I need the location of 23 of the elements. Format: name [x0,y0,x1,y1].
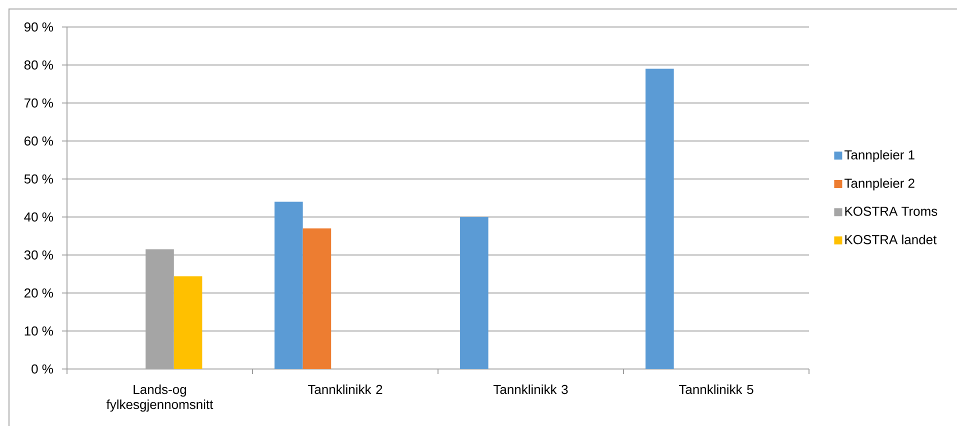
legend-label: KOSTRA Troms [845,206,938,216]
y-tick-label: 30 % [24,250,53,260]
bar [646,68,674,369]
y-tick-label: 60 % [24,136,53,146]
y-tick-label: 80 % [24,60,53,70]
bar [274,202,303,369]
y-tick-label: 0 % [32,364,53,374]
legend-label: Tannpleier 1 [844,150,914,162]
y-tick-label: 40 % [24,212,53,222]
y-tick-label: 90 % [24,22,53,32]
legend-label: Tannpleier 2 [844,178,914,190]
y-tick-label: 20 % [24,288,53,298]
y-tick-label: 10 % [24,326,53,336]
x-tick-label: Lands-og fylkesgjennomsnitt [106,384,214,412]
bar [174,276,202,369]
y-tick-label: 50 % [24,174,53,184]
x-tick-label: Tannklinikk 5 [678,384,754,394]
x-tick-label: Tannklinikk 3 [493,384,568,394]
x-tick-label: Tannklinikk 2 [308,384,382,394]
bar [302,228,332,369]
y-tick-label: 70 % [24,98,53,108]
bar [460,217,488,369]
legend-label: KOSTRA landet [845,234,937,244]
